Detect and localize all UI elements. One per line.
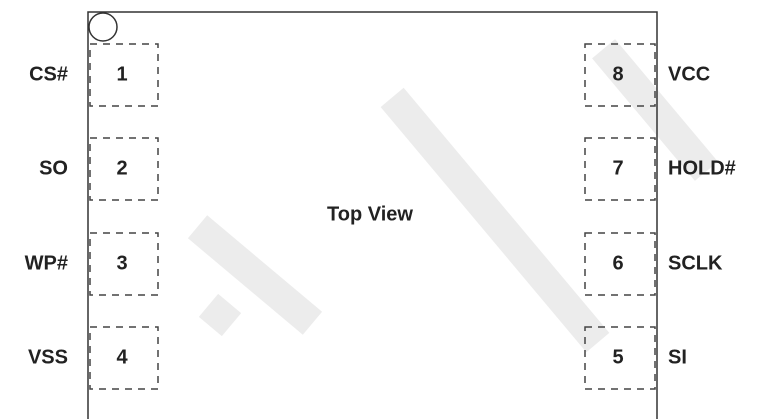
- pin-name: WP#: [25, 252, 68, 274]
- pin1-marker: [88, 12, 118, 42]
- pin-name: SI: [668, 346, 687, 368]
- pin-number: 6: [612, 252, 623, 274]
- watermark-shape: [198, 293, 242, 337]
- watermark-shape: [187, 215, 323, 335]
- pin-name: CS#: [29, 63, 68, 85]
- watermark: [187, 39, 718, 353]
- pin-name: VCC: [668, 63, 710, 85]
- view-label: Top View: [327, 203, 413, 225]
- pin-number: 1: [116, 63, 127, 85]
- pin-name: VSS: [28, 346, 68, 368]
- chip-outline: [87, 11, 658, 419]
- watermark-shape: [592, 39, 718, 181]
- pin-number: 5: [612, 346, 623, 368]
- pin-number: 8: [612, 63, 623, 85]
- pin-name: SCLK: [668, 252, 723, 274]
- pin-number: 3: [116, 252, 127, 274]
- pin-name: SO: [39, 157, 68, 179]
- pin-name: HOLD#: [668, 157, 736, 179]
- pin-number: 4: [116, 346, 128, 368]
- pin-number: 2: [116, 157, 127, 179]
- watermark-shape: [380, 87, 610, 353]
- pin-number: 7: [612, 157, 623, 179]
